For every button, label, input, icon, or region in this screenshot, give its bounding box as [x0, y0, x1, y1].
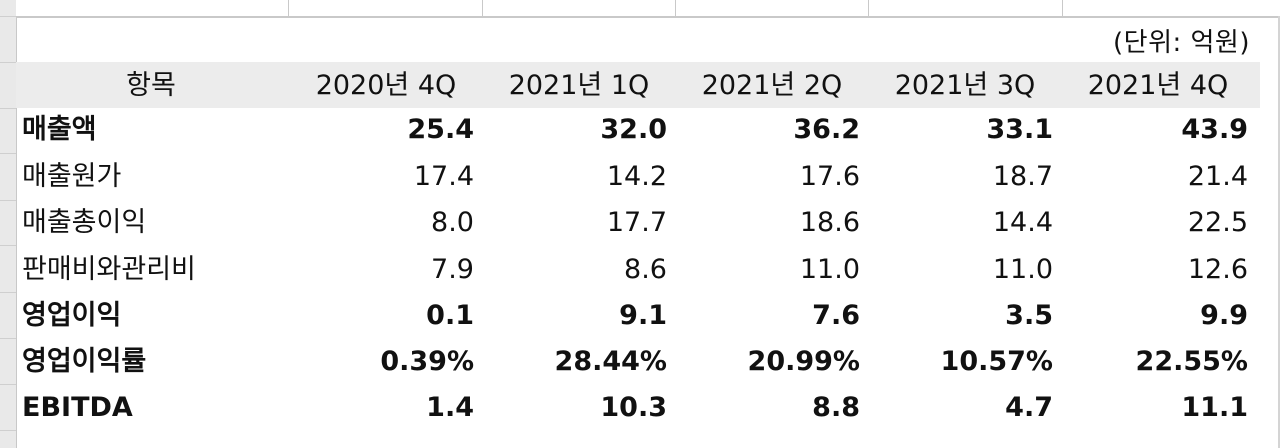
- table-cell: 8.0: [431, 207, 474, 238]
- table-cell: 0.1: [426, 300, 474, 331]
- column-header-strip: [16, 0, 1280, 18]
- table-cell: 17.4: [413, 161, 474, 192]
- header-item: 항목: [126, 70, 176, 101]
- table-cell: 36.2: [793, 114, 860, 145]
- row-divider: [0, 245, 16, 246]
- header-2021-2q: 2021년 2Q: [701, 70, 843, 101]
- table-cell: 3.5: [1005, 300, 1053, 331]
- header-2021-4q: 2021년 4Q: [1087, 70, 1229, 101]
- column-separator: [1062, 0, 1063, 16]
- table-cell: 20.99%: [747, 346, 860, 377]
- table-cell: 14.2: [606, 161, 667, 192]
- column-separator: [675, 0, 676, 16]
- table-cell: 12.6: [1187, 254, 1248, 285]
- header-2021-1q: 2021년 1Q: [508, 70, 650, 101]
- row-label-revenue: 매출액: [22, 114, 97, 145]
- table-cell: 8.8: [812, 392, 860, 423]
- row-divider: [0, 338, 16, 339]
- column-separator: [482, 0, 483, 16]
- header-2021-3q: 2021년 3Q: [894, 70, 1036, 101]
- table-cell: 11.0: [799, 254, 860, 285]
- table-header-row: [16, 62, 1260, 108]
- table-cell: 7.9: [431, 254, 474, 285]
- table-cell: 18.6: [799, 207, 860, 238]
- table-cell: 11.1: [1181, 392, 1248, 423]
- table-cell: 22.5: [1187, 207, 1248, 238]
- row-header-strip: [0, 0, 17, 448]
- sheet-right-edge: [1278, 16, 1280, 448]
- table-cell: 25.4: [407, 114, 474, 145]
- row-label-cost-of-sales: 매출원가: [22, 161, 122, 192]
- header-2020-4q: 2020년 4Q: [315, 70, 457, 101]
- row-divider: [0, 200, 16, 201]
- column-separator: [288, 0, 289, 16]
- row-divider: [0, 16, 16, 17]
- table-cell: 28.44%: [554, 346, 667, 377]
- row-divider: [0, 384, 16, 385]
- table-cell: 17.6: [799, 161, 860, 192]
- table-cell: 17.7: [606, 207, 667, 238]
- table-cell: 10.3: [600, 392, 667, 423]
- row-label-operating-margin: 영업이익률: [22, 346, 147, 377]
- table-cell: 14.4: [992, 207, 1053, 238]
- table-cell: 22.55%: [1135, 346, 1248, 377]
- row-label-sga: 판매비와관리비: [22, 254, 196, 285]
- row-divider: [0, 292, 16, 293]
- table-cell: 9.1: [619, 300, 667, 331]
- row-label-gross-profit: 매출총이익: [22, 207, 147, 238]
- row-divider: [0, 62, 16, 63]
- table-cell: 0.39%: [380, 346, 474, 377]
- table-cell: 1.4: [426, 392, 474, 423]
- table-cell: 11.0: [992, 254, 1053, 285]
- unit-label: (단위: 억원): [1113, 28, 1250, 58]
- table-cell: 21.4: [1187, 161, 1248, 192]
- table-cell: 43.9: [1181, 114, 1248, 145]
- row-divider: [0, 430, 16, 431]
- table-cell: 9.9: [1200, 300, 1248, 331]
- table-cell: 7.6: [812, 300, 860, 331]
- row-label-ebitda: EBITDA: [22, 392, 133, 423]
- column-separator: [868, 0, 869, 16]
- row-label-operating-profit: 영업이익: [22, 300, 122, 331]
- table-cell: 32.0: [600, 114, 667, 145]
- table-cell: 18.7: [992, 161, 1053, 192]
- table-cell: 10.57%: [940, 346, 1053, 377]
- table-cell: 8.6: [624, 254, 667, 285]
- row-divider: [0, 108, 16, 109]
- table-cell: 33.1: [986, 114, 1053, 145]
- row-divider: [0, 153, 16, 154]
- table-cell: 4.7: [1005, 392, 1053, 423]
